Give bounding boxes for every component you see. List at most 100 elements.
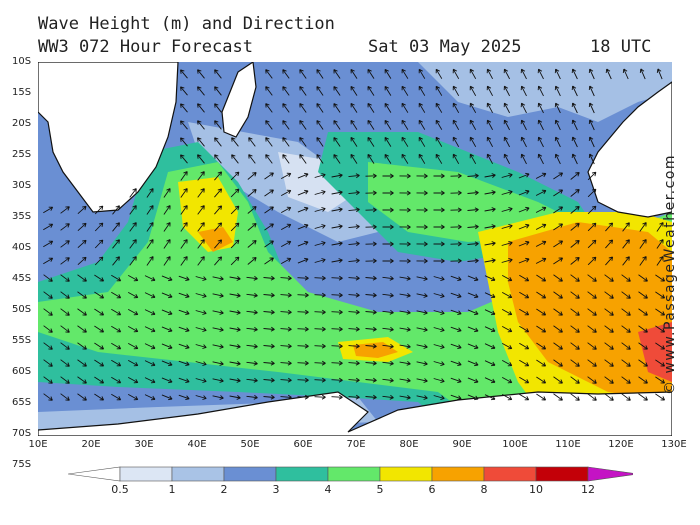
wave-arrow	[382, 292, 394, 298]
wave-arrow	[519, 308, 530, 316]
wave-arrow	[297, 189, 309, 196]
wave-arrow	[501, 223, 513, 229]
wave-arrow	[401, 153, 409, 164]
wave-arrow	[536, 274, 547, 282]
wave-arrow	[214, 154, 222, 164]
wave-arrow	[535, 240, 547, 247]
wave-arrow	[229, 395, 241, 400]
wave-arrow	[365, 292, 377, 298]
wave-arrow	[655, 325, 666, 333]
wave-arrow	[60, 393, 70, 401]
lon-label: 20E	[81, 439, 101, 450]
wave-arrow	[214, 69, 222, 79]
wave-arrow	[399, 207, 411, 213]
wave-arrow	[316, 69, 324, 79]
wave-arrow	[416, 378, 428, 383]
lon-label: 110E	[555, 439, 581, 450]
wave-arrow	[450, 309, 462, 316]
wave-arrow	[450, 275, 462, 282]
wave-arrow	[297, 360, 309, 366]
wave-arrow	[146, 188, 154, 198]
wave-arrow	[401, 136, 409, 147]
wave-arrow	[246, 309, 258, 315]
wave-arrow	[331, 309, 343, 315]
wave-arrow	[297, 343, 309, 349]
wave-arrow	[144, 394, 156, 401]
lat-label: 30S	[12, 180, 32, 191]
wave-arrow	[570, 308, 580, 316]
wave-arrow	[639, 222, 647, 232]
wave-arrow	[195, 276, 207, 281]
wave-arrow	[77, 308, 87, 316]
wave-arrow	[553, 189, 564, 197]
wave-arrow	[484, 224, 496, 229]
wave-arrow	[501, 292, 513, 299]
wave-arrow	[501, 206, 513, 212]
colorbar-segment	[327, 466, 381, 482]
wave-arrow	[348, 394, 360, 400]
wave-arrow	[622, 222, 630, 232]
wave-arrow	[484, 275, 496, 282]
wave-arrow	[622, 68, 629, 80]
wave-arrow	[501, 275, 513, 282]
wave-arrow	[638, 291, 648, 299]
wave-arrow	[77, 274, 87, 282]
wave-arrow	[554, 68, 561, 80]
wave-arrow	[365, 360, 377, 366]
wave-arrow	[467, 173, 479, 179]
lon-label: 50E	[240, 439, 260, 450]
wave-arrow	[518, 223, 530, 230]
wave-arrow	[553, 274, 563, 282]
wave-arrow	[314, 292, 326, 298]
colorbar-label: 0.5	[111, 483, 129, 496]
wave-arrow	[452, 68, 460, 80]
land-australia	[587, 81, 672, 218]
wave-arrow	[248, 154, 256, 164]
wave-arrow	[484, 343, 496, 350]
wave-arrow	[144, 275, 156, 282]
wave-arrow	[282, 154, 290, 164]
wave-arrow	[450, 326, 462, 333]
wave-arrow	[331, 394, 343, 400]
wave-arrow	[195, 395, 207, 400]
wave-arrow	[588, 136, 595, 148]
wave-arrow	[280, 377, 292, 383]
wave-arrow	[265, 86, 273, 96]
wave-arrow	[399, 173, 411, 179]
lat-label: 20S	[12, 118, 32, 129]
wave-arrow	[587, 393, 597, 401]
wave-arrow	[264, 257, 274, 265]
wave-arrow	[365, 207, 377, 213]
wave-arrow	[450, 241, 462, 247]
wave-arrow	[43, 206, 54, 214]
wave-arrow	[94, 239, 104, 249]
wave-arrow	[519, 359, 530, 367]
wave-arrow	[587, 376, 597, 384]
lon-label: 130E	[661, 439, 687, 450]
wave-arrow	[350, 136, 358, 147]
wave-arrow	[384, 68, 392, 79]
wave-arrow	[314, 224, 326, 229]
wave-arrow	[365, 309, 377, 315]
wave-arrow	[350, 153, 358, 164]
wave-arrow	[127, 309, 139, 316]
wave-arrow	[230, 171, 240, 181]
wave-arrow	[621, 308, 631, 316]
wave-arrow	[367, 119, 375, 130]
wave-arrow	[111, 342, 122, 350]
wave-arrow	[450, 360, 462, 367]
wave-arrow	[570, 240, 580, 248]
wave-arrow	[571, 119, 578, 131]
wave-arrow	[263, 292, 275, 298]
wave-arrow	[536, 393, 547, 401]
wave-arrow	[247, 189, 257, 197]
wave-arrow	[180, 222, 188, 232]
wave-arrow	[604, 342, 614, 350]
wave-arrow	[280, 360, 292, 366]
wave-arrow	[60, 223, 70, 231]
lon-label: 100E	[502, 439, 528, 450]
wave-arrow	[229, 310, 241, 315]
wave-arrow	[501, 257, 513, 263]
wave-arrow	[43, 274, 53, 282]
wave-arrow	[314, 309, 326, 315]
